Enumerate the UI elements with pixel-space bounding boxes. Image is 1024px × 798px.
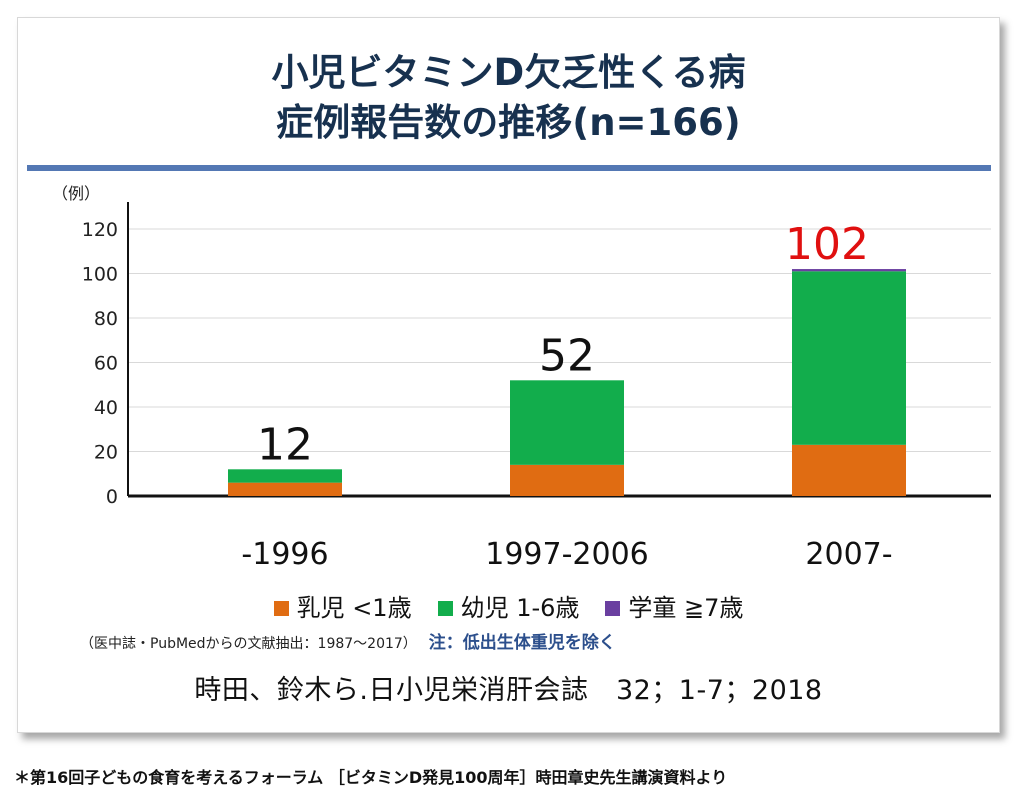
y-tick-label-100: 100 [82, 264, 118, 286]
legend: 乳児 <1歳 幼児 1-6歳 学童 ≧7歳 [18, 591, 999, 625]
y-tick-label-120: 120 [82, 219, 118, 241]
total-label-0: 12 [257, 419, 313, 470]
legend-item-infant: 乳児 <1歳 [273, 591, 412, 625]
legend-swatch-toddler [437, 600, 453, 616]
bar-1-series-0 [510, 464, 624, 496]
x-tick-label-1: 1997-2006 [485, 537, 649, 572]
total-label-2: 102 [785, 219, 869, 270]
y-tick-label-80: 80 [94, 308, 118, 330]
y-axis-label: （例） [52, 184, 100, 203]
title-line-2: 症例報告数の推移(n=166) [276, 101, 741, 144]
x-tick-label-2: 2007- [805, 537, 892, 572]
bar-chart: （例） 0 20 40 60 80 100 120 12 -1996 52 1997-2006 102 2… [52, 184, 991, 572]
bar-0-series-1 [228, 469, 342, 483]
legend-item-school: 学童 ≧7歳 [605, 591, 743, 625]
legend-swatch-infant [273, 600, 289, 616]
legend-label-toddler: 幼児 1-6歳 [460, 594, 580, 622]
source-note: （医中誌・PubMedからの文献抽出：1987〜2017） 注：低出生体重児を除く [80, 628, 616, 653]
y-tick-label-60: 60 [94, 353, 118, 375]
legend-item-toddler: 幼児 1-6歳 [437, 591, 580, 625]
total-label-1: 52 [539, 330, 595, 381]
citation: 時田、鈴木ら.日小児栄消肝会誌 32；1-7；2018 [194, 675, 823, 706]
bar-1-series-1 [510, 380, 624, 465]
bar-2-series-2 [792, 269, 906, 272]
title-rule [27, 165, 991, 171]
bar-2-series-0 [792, 444, 906, 496]
title-line-1: 小児ビタミンD欠乏性くる病 [271, 51, 746, 94]
source-note-text: （医中誌・PubMedからの文献抽出：1987〜2017） [80, 636, 417, 652]
bar-0-series-0 [228, 482, 342, 496]
legend-label-infant: 乳児 <1歳 [296, 594, 412, 622]
footer-credit: ＊第16回子どもの食育を考えるフォーラム ［ビタミンD発見100周年］時田章史先… [14, 768, 728, 787]
slide: 小児ビタミンD欠乏性くる病 症例報告数の推移(n=166) （例） 0 20 40 60… [17, 17, 1000, 733]
legend-label-school: 学童 ≧7歳 [628, 594, 744, 622]
exclusion-note: 注：低出生体重児を除く [428, 633, 616, 653]
x-tick-label-0: -1996 [241, 537, 328, 572]
bar-2-series-1 [792, 271, 906, 445]
y-tick-label-0: 0 [106, 486, 118, 508]
y-tick-label-40: 40 [94, 397, 118, 419]
y-tick-label-20: 20 [94, 442, 118, 464]
chart-title: 小児ビタミンD欠乏性くる病 症例報告数の推移(n=166) [18, 48, 999, 148]
legend-swatch-school [605, 600, 621, 616]
